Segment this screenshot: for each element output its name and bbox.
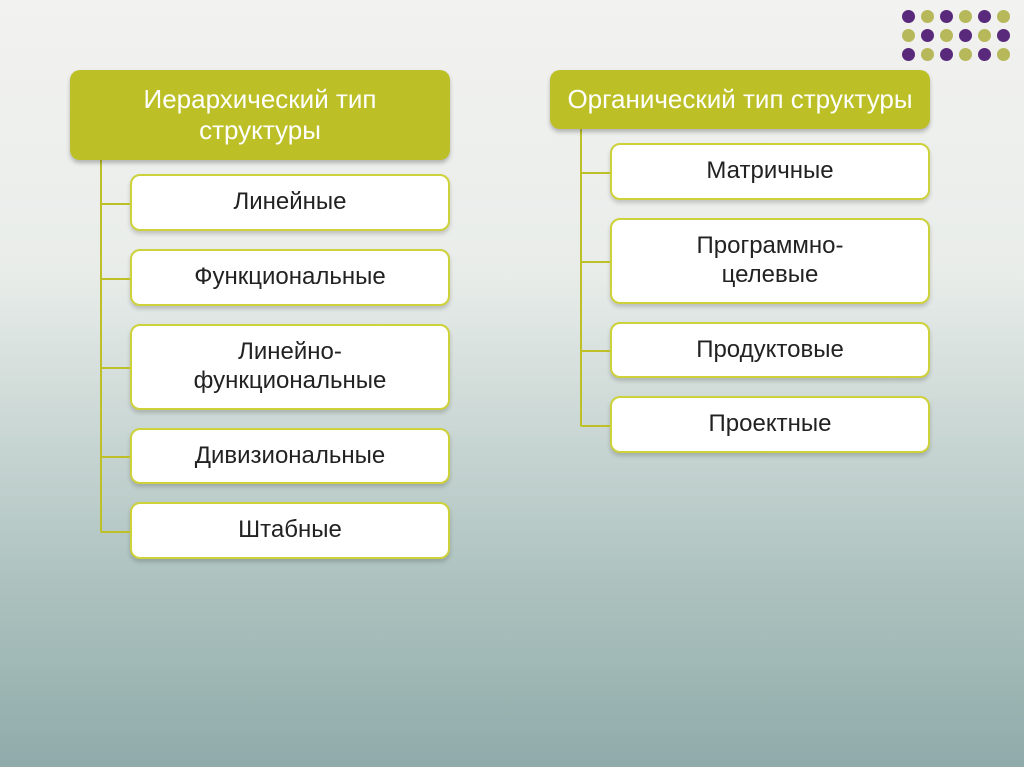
connector-horizontal [100, 367, 130, 369]
item-list: Линейные Функциональные Линейно- функцио… [130, 174, 450, 559]
list-item: Программно- целевые [610, 218, 930, 304]
decorative-dots [902, 10, 1010, 61]
column-organic: Органический тип структуры Матричные Про… [550, 70, 930, 577]
item-box: Проектные [610, 396, 930, 453]
item-box: Дивизиональные [130, 428, 450, 485]
item-box: Линейно- функциональные [130, 324, 450, 410]
item-box: Продуктовые [610, 322, 930, 379]
connector-horizontal [580, 261, 610, 263]
list-item: Матричные [610, 143, 930, 200]
connector-vertical [100, 160, 102, 531]
item-box: Программно- целевые [610, 218, 930, 304]
item-box: Штабные [130, 502, 450, 559]
column-header: Иерархический тип структуры [70, 70, 450, 160]
list-item: Дивизиональные [130, 428, 450, 485]
list-item: Проектные [610, 396, 930, 453]
list-item: Продуктовые [610, 322, 930, 379]
column-header: Органический тип структуры [550, 70, 930, 129]
list-item: Штабные [130, 502, 450, 559]
item-list: Матричные Программно- целевые Продуктовы… [610, 143, 930, 453]
diagram-container: Иерархический тип структуры Линейные Фун… [70, 70, 930, 577]
connector-horizontal [100, 531, 130, 533]
item-box: Линейные [130, 174, 450, 231]
list-item: Функциональные [130, 249, 450, 306]
connector-horizontal [100, 456, 130, 458]
connector-horizontal [580, 425, 610, 427]
column-hierarchical: Иерархический тип структуры Линейные Фун… [70, 70, 450, 577]
connector-horizontal [100, 203, 130, 205]
connector-horizontal [580, 350, 610, 352]
item-box: Функциональные [130, 249, 450, 306]
item-box: Матричные [610, 143, 930, 200]
list-item: Линейные [130, 174, 450, 231]
connector-horizontal [100, 278, 130, 280]
list-item: Линейно- функциональные [130, 324, 450, 410]
connector-horizontal [580, 172, 610, 174]
